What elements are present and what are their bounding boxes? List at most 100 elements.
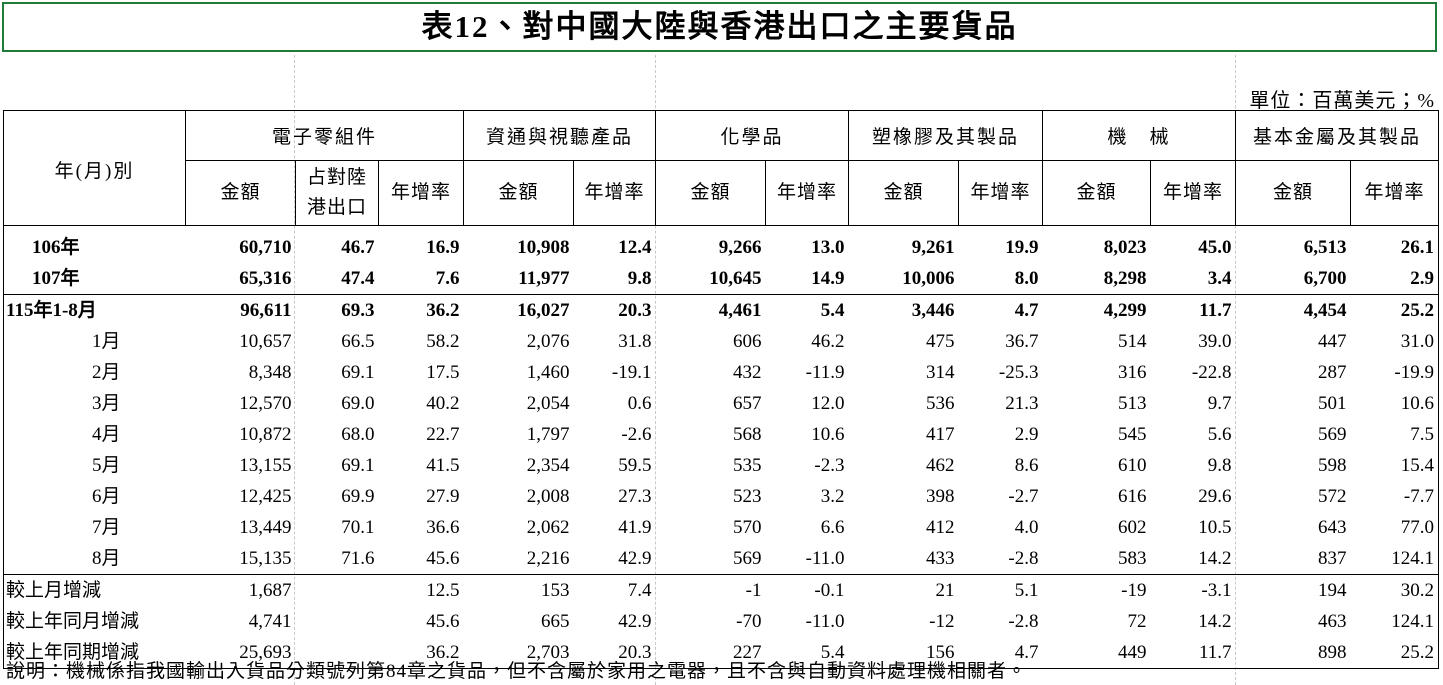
cell: 9.7: [1207, 393, 1232, 414]
cell: 616: [1118, 486, 1147, 507]
cell: 45.6: [426, 548, 460, 569]
cell: 5.6: [1207, 424, 1232, 445]
cell: 70.1: [341, 517, 375, 538]
group-header: 化學品: [655, 110, 849, 161]
cell: 2.9: [1014, 424, 1039, 445]
cell: 10,645: [709, 268, 762, 289]
cell: 6.6: [820, 517, 845, 538]
cell: 69.0: [341, 393, 375, 414]
cell: 96,611: [185, 294, 296, 326]
cell: 9,266: [718, 237, 762, 258]
cell: 583: [1118, 548, 1147, 569]
cell: -11.9: [805, 362, 845, 383]
cell: 6,513: [1303, 237, 1347, 258]
cell: 5.4: [765, 294, 849, 326]
cell: -12: [929, 611, 955, 632]
cell: 535: [733, 455, 762, 476]
cell: -2.7: [1008, 486, 1039, 507]
cell: 13.0: [811, 237, 845, 258]
cell: 21.3: [1005, 393, 1039, 414]
cell: 36.7: [1005, 331, 1039, 352]
cell: 8.6: [1014, 455, 1039, 476]
cell: 449: [1042, 637, 1151, 669]
cell: 10.6: [811, 424, 845, 445]
cell: 11,977: [518, 268, 570, 289]
table-row: 8月 15,135 71.6 45.6 2,216 42.9 569 -11.0 433 -2.8…: [3, 543, 1439, 575]
cell: 68.0: [341, 424, 375, 445]
cell: 13,155: [239, 455, 292, 476]
cell: 8.0: [1014, 268, 1039, 289]
cell: 65,316: [239, 268, 292, 289]
cell: 9.8: [1207, 455, 1232, 476]
cell: 124.1: [1350, 543, 1439, 575]
cell: 13,449: [239, 517, 292, 538]
cell: 665: [541, 611, 570, 632]
cell: 8,298: [1103, 268, 1147, 289]
column-header: 年增率: [378, 160, 464, 226]
cell: 2,062: [526, 517, 570, 538]
cell: 7.6: [435, 268, 460, 289]
cell: 2,354: [526, 455, 570, 476]
cell: -70: [736, 611, 762, 632]
cell: 42.9: [618, 548, 652, 569]
column-header: 金額: [1235, 160, 1351, 226]
cell: 14.2: [1198, 548, 1232, 569]
row-label: 5月: [3, 450, 186, 481]
group-header: 機 械: [1042, 110, 1236, 161]
cell: 3.2: [820, 486, 845, 507]
cell: 501: [1318, 393, 1347, 414]
cell: 4,454: [1235, 294, 1351, 326]
cell: 3,446: [848, 294, 959, 326]
group-header: 基本金屬及其製品: [1235, 110, 1439, 161]
cell: 19.9: [1005, 237, 1039, 258]
cell: 124.1: [1350, 606, 1439, 637]
cell: 545: [1118, 424, 1147, 445]
cell: 10,872: [239, 424, 292, 445]
row-label: 較上年同月增減: [3, 606, 186, 637]
cell: 0.6: [627, 393, 652, 414]
cell: 14.9: [811, 268, 845, 289]
cell: 16,027: [463, 294, 574, 326]
cell: 643: [1318, 517, 1347, 538]
footnote: 說明：機械係指我國輸出入貨品分類號列第84章之貨品，但不含屬於家用之電器，且不含…: [6, 661, 1028, 682]
cell: 41.5: [426, 455, 460, 476]
column-header: 金額: [1042, 160, 1151, 226]
cell: 10,006: [902, 268, 955, 289]
cell: 15,135: [239, 548, 292, 569]
cell: 5.1: [958, 574, 1043, 606]
table-row: 4月 10,872 68.0 22.7 1,797 -2.6 568 10.6 417 2.9 54…: [3, 419, 1439, 450]
cell: 40.2: [426, 393, 460, 414]
cell: 475: [926, 331, 955, 352]
cell: 69.1: [341, 455, 375, 476]
cell: 46.7: [341, 237, 375, 258]
header-row: 年(月)別 電子零組件 資通與視聽產品 化學品 塑橡膠及其製品機 械基本金屬及其製品: [3, 110, 1439, 226]
cell: 59.5: [618, 455, 652, 476]
table-row: 5月 13,155 69.1 41.5 2,354 59.5 535 -2.3 462 8.6 61…: [3, 450, 1439, 481]
cell: 69.1: [341, 362, 375, 383]
cell: 513: [1118, 393, 1147, 414]
cell: [295, 637, 379, 669]
cell: 657: [733, 393, 762, 414]
cell: 598: [1318, 455, 1347, 476]
column-header: 年增率: [1350, 160, 1439, 226]
table-row: 較上年同期增減 25,693 36.2 2,703 20.3 227 5.4 156 4.7 44…: [3, 637, 1439, 669]
column-header: 年增率: [765, 160, 849, 226]
cell: 314: [926, 362, 955, 383]
cell: 2,008: [526, 486, 570, 507]
cell: 1,687: [185, 574, 296, 606]
table-row: 2月 8,348 69.1 17.5 1,460 -19.1 432 -11.9 314 -25.…: [3, 357, 1439, 388]
cell: 4,741: [248, 611, 292, 632]
sheet-gridline: [1235, 55, 1236, 685]
group-header: 塑橡膠及其製品: [848, 110, 1043, 161]
cell: 569: [733, 548, 762, 569]
cell: 417: [926, 424, 955, 445]
cell: -19.1: [611, 362, 652, 383]
cell: 12,570: [239, 393, 292, 414]
cell: 9,261: [911, 237, 955, 258]
cell: -2.8: [1008, 611, 1039, 632]
cell: -0.1: [765, 574, 849, 606]
cell: 26.1: [1350, 225, 1439, 263]
cell: 71.6: [341, 548, 375, 569]
table-row: 107年 65,316 47.4 7.6 11,977 9.8 10,645 14.9 10,0…: [3, 263, 1439, 295]
cell: 69.3: [295, 294, 379, 326]
